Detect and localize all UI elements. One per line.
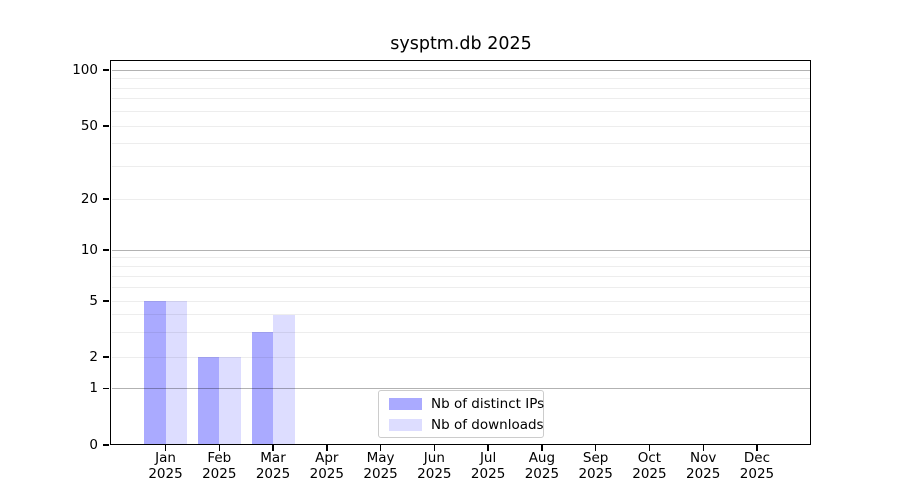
x-tick-label: May 2025 <box>363 450 398 482</box>
bar-ips-mar <box>251 332 274 445</box>
x-tick-label: Mar 2025 <box>255 450 291 482</box>
x-tick-label: Apr 2025 <box>309 450 344 482</box>
y-tick <box>103 444 109 446</box>
x-tick-label: Feb 2025 <box>202 450 237 482</box>
y-tick <box>103 300 109 302</box>
y-tick-label: 2 <box>89 349 98 365</box>
bar-downloads-mar <box>273 314 295 445</box>
gridline-minor <box>111 356 810 358</box>
x-tick <box>541 445 543 451</box>
gridline-minor <box>111 125 810 127</box>
x-tick-label: Dec 2025 <box>739 450 775 482</box>
x-tick-label: Jun 2025 <box>417 450 452 482</box>
x-tick <box>326 445 328 451</box>
x-tick <box>433 445 436 451</box>
x-tick <box>487 445 489 451</box>
chart-title: sysptm.db 2025 <box>390 34 532 54</box>
bar-ips-feb <box>197 357 220 445</box>
gridline-major <box>111 387 810 389</box>
legend-swatch-distinct-ips <box>389 397 422 410</box>
y-tick-label: 1 <box>89 380 98 397</box>
legend-label-distinct-ips: Nb of distinct IPs <box>431 395 545 412</box>
y-tick <box>103 249 109 251</box>
gridline-minor <box>111 98 810 100</box>
x-tick <box>756 445 758 451</box>
gridline-minor <box>111 143 810 145</box>
x-tick-label: Oct 2025 <box>632 450 667 482</box>
x-tick <box>272 445 274 451</box>
x-tick <box>648 445 651 451</box>
gridline-minor <box>111 314 810 316</box>
x-tick <box>218 445 220 451</box>
y-tick <box>103 69 109 71</box>
gridline-minor <box>111 300 810 302</box>
gridline-minor <box>111 110 810 112</box>
gridline-minor <box>111 257 810 259</box>
bar-downloads-feb <box>219 357 241 445</box>
y-tick-label: 100 <box>72 62 98 78</box>
bar-downloads-jan <box>165 301 187 445</box>
y-tick-label: 50 <box>80 118 98 134</box>
x-tick <box>594 445 597 451</box>
gridline-minor <box>111 198 810 200</box>
gridline-minor <box>111 78 810 79</box>
legend-item-downloads: Nb of downloads <box>389 417 544 433</box>
gridline-minor <box>111 331 810 333</box>
y-tick-label: 5 <box>89 293 98 309</box>
x-tick-label: Jan 2025 <box>148 450 183 482</box>
plot-frame <box>110 60 811 445</box>
gridline-minor <box>111 287 810 289</box>
y-tick-label: 0 <box>89 437 98 453</box>
y-tick <box>103 356 109 358</box>
legend-item-distinct-ips: Nb of distinct IPs <box>389 396 544 412</box>
x-tick <box>379 445 382 451</box>
y-tick-label: 10 <box>80 242 98 258</box>
x-tick-label: Sep 2025 <box>578 450 613 482</box>
x-tick <box>164 445 167 451</box>
x-tick <box>702 445 704 451</box>
gridline-minor <box>111 87 810 89</box>
y-tick <box>103 198 109 200</box>
x-tick-label: Nov 2025 <box>686 450 721 482</box>
y-tick-label: 20 <box>80 191 98 207</box>
gridline-minor <box>111 166 810 168</box>
legend-swatch-downloads <box>389 418 422 431</box>
y-tick <box>103 387 109 389</box>
x-tick-label: Aug 2025 <box>524 450 560 482</box>
bar-ips-jan <box>144 301 166 445</box>
legend-label-downloads: Nb of downloads <box>431 416 544 433</box>
gridline-minor <box>111 265 810 267</box>
y-tick <box>103 125 109 127</box>
gridline-minor <box>111 275 810 277</box>
gridline-major <box>111 249 810 251</box>
gridline-major <box>111 69 810 71</box>
legend: Nb of distinct IPs Nb of downloads <box>378 390 544 438</box>
x-tick-label: Jul 2025 <box>470 450 506 482</box>
